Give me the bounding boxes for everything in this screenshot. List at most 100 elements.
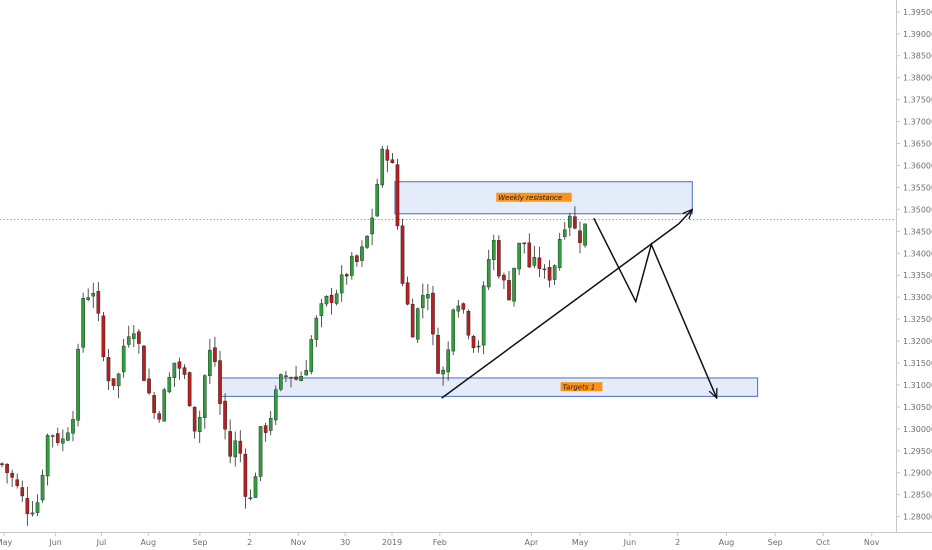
candle-body	[380, 148, 385, 186]
candle-body	[350, 255, 354, 276]
candle-body	[243, 453, 248, 497]
candle-body	[284, 375, 288, 377]
candle-body	[86, 297, 90, 300]
candle-body	[172, 362, 177, 378]
candle-body	[309, 339, 314, 372]
y-tick-label: 1.32000	[903, 337, 932, 346]
time-axis[interactable]: May Jun Jul Aug Sep 2 Nov 30 2019 Feb Apr May Jun 2 Au…	[0, 532, 880, 547]
y-tick-label: 1.37500	[903, 96, 932, 105]
candle-body	[0, 463, 4, 465]
candle-body	[121, 345, 126, 373]
candle-body	[96, 291, 101, 314]
x-tick-label: May	[572, 538, 589, 547]
x-tick-label: May	[0, 538, 12, 547]
x-tick-label: Aug	[719, 538, 735, 547]
candle-body	[365, 235, 369, 248]
candle-body	[273, 389, 278, 421]
projection-arrow	[593, 217, 717, 398]
candle-body	[527, 242, 532, 268]
y-tick-label: 1.35000	[903, 205, 932, 214]
x-tick-label: 2019	[382, 538, 402, 547]
projection-arrows	[441, 209, 717, 398]
y-tick-label: 1.39000	[903, 30, 932, 39]
zone-label-bg	[496, 192, 572, 202]
candle-body	[81, 298, 85, 348]
zone-label: Targets 1	[563, 384, 596, 392]
x-tick-label: Sep	[768, 538, 783, 547]
candle-body	[208, 349, 212, 376]
x-tick-label: Jul	[96, 538, 107, 547]
candle-body	[415, 308, 420, 340]
candle-body	[324, 296, 329, 305]
candle-body	[405, 282, 410, 305]
candle-body	[35, 502, 40, 513]
candle-body	[339, 274, 344, 294]
x-tick-label: Feb	[433, 538, 447, 547]
candle-body	[304, 370, 309, 376]
candle-body	[329, 294, 334, 303]
candle-body	[400, 225, 405, 284]
candle-body	[370, 217, 374, 235]
y-tick-label: 1.35500	[903, 183, 932, 192]
zone-label: Weekly resistance	[498, 194, 562, 202]
candle-body	[137, 331, 141, 344]
candle-body	[532, 257, 537, 266]
y-tick-label: 1.34000	[903, 249, 932, 258]
x-tick-label: Jun	[48, 538, 62, 547]
candle-body	[5, 463, 9, 473]
y-tick-label: 1.38500	[903, 52, 932, 61]
candle-body	[182, 367, 187, 375]
candle-body	[162, 389, 167, 422]
zones-layer	[218, 181, 759, 397]
candle-body	[50, 435, 55, 437]
candle-body	[40, 474, 45, 501]
x-tick-label: Apr	[525, 538, 540, 547]
candle-body	[45, 435, 50, 477]
candle-body	[355, 255, 359, 263]
candle-body	[233, 440, 238, 458]
y-tick-label: 1.28500	[903, 491, 932, 500]
candle-body	[15, 479, 20, 486]
y-tick-label: 1.38000	[903, 74, 932, 83]
y-tick-label: 1.29000	[903, 469, 932, 478]
candle-body	[314, 317, 319, 340]
candle-body	[319, 303, 324, 316]
candle-body	[263, 425, 268, 433]
candle-body	[167, 377, 172, 393]
candle-body	[344, 274, 349, 277]
y-tick-label: 1.32500	[903, 315, 932, 324]
candle-body	[481, 285, 486, 346]
candle-body	[547, 267, 552, 281]
price-axis[interactable]: 1.28000 1.28500 1.29000 1.29500 1.30000 1.305…	[896, 8, 932, 522]
y-tick-label: 1.31000	[903, 381, 932, 390]
y-tick-label: 1.36000	[903, 161, 932, 170]
candle-body	[71, 419, 75, 434]
candle-body	[268, 418, 273, 431]
candle-body	[390, 159, 395, 163]
y-tick-label: 1.36500	[903, 140, 932, 149]
zone-labels: Weekly resistance Targets 1	[496, 192, 603, 392]
candle-body	[537, 257, 542, 269]
candle-body	[177, 361, 182, 369]
candle-body	[466, 311, 471, 336]
candle-body	[512, 267, 516, 302]
zone-label-bg	[560, 382, 603, 392]
candle-body	[497, 240, 501, 277]
candle-body	[152, 395, 156, 414]
candle-body	[517, 242, 521, 270]
candle-body	[573, 216, 577, 229]
candle-body	[395, 164, 400, 227]
projection-arrow	[678, 209, 693, 225]
y-tick-label: 1.30500	[903, 403, 932, 412]
candle-body	[299, 376, 303, 381]
candlestick-series	[0, 145, 587, 526]
x-tick-label: Aug	[140, 538, 156, 547]
candle-body	[20, 487, 25, 497]
candle-body	[91, 293, 96, 297]
candle-body	[66, 432, 70, 441]
candle-body	[223, 400, 227, 430]
candle-body	[248, 497, 253, 499]
candle-body	[218, 360, 222, 404]
